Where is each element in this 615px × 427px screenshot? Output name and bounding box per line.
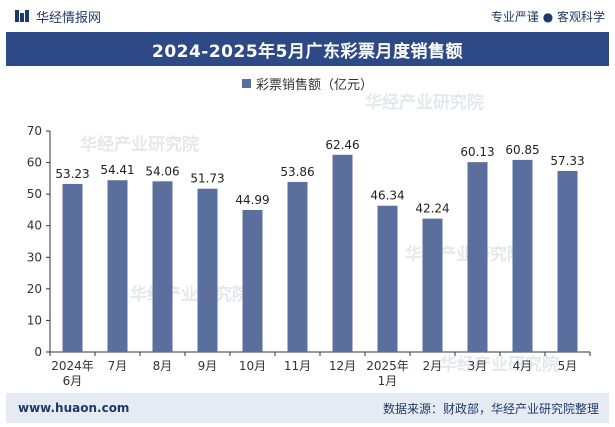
y-tick-label: 60 — [27, 156, 42, 170]
legend-label: 彩票销售额（亿元） — [255, 77, 373, 93]
bar — [512, 159, 533, 352]
x-tick-label: 3月 — [468, 359, 488, 373]
site-url: www.huaon.com — [18, 401, 130, 415]
bar — [467, 162, 488, 352]
bar — [242, 209, 263, 352]
data-label: 42.24 — [415, 202, 449, 216]
y-tick-label: 50 — [27, 187, 42, 201]
x-tick-label: 10月 — [239, 359, 266, 373]
watermark-text: 华经产业研究院 — [130, 284, 249, 305]
watermark-text: 华经产业研究院 — [440, 354, 559, 375]
top-bar: 华经情报网 专业严谨 ● 客观科学 — [0, 0, 615, 32]
y-tick-label: 20 — [27, 282, 42, 296]
data-label: 53.23 — [55, 167, 89, 181]
bar — [422, 218, 443, 352]
x-tick-label: 2024年 6月 — [51, 359, 94, 388]
bar — [197, 188, 218, 352]
data-label: 60.13 — [460, 145, 494, 159]
bar — [377, 205, 398, 352]
slogan: 专业严谨 ● 客观科学 — [490, 9, 605, 24]
data-label: 62.46 — [325, 138, 359, 152]
legend-swatch — [241, 78, 251, 88]
footer: www.huaon.com 数据来源：财政部，华经产业研究院整理 — [6, 393, 609, 423]
x-tick-label: 8月 — [153, 359, 173, 373]
watermark-text: 华经产业研究院 — [365, 92, 484, 113]
y-tick-label: 70 — [27, 124, 42, 138]
legend: 彩票销售额（亿元） — [0, 72, 615, 94]
bar — [287, 181, 308, 352]
data-label: 51.73 — [190, 172, 224, 186]
data-label: 57.33 — [550, 154, 584, 168]
x-tick-label: 2025年 1月 — [366, 359, 409, 388]
data-source: 数据来源：财政部，华经产业研究院整理 — [382, 401, 599, 416]
bar — [557, 171, 578, 352]
data-label: 54.41 — [100, 163, 134, 177]
brand: 华经情报网 — [14, 7, 101, 26]
x-tick-label: 5月 — [558, 359, 578, 373]
bar — [107, 180, 128, 352]
chart-title: 2024-2025年5月广东彩票月度销售额 — [151, 41, 463, 62]
y-tick-label: 30 — [27, 250, 42, 264]
x-tick-label: 4月 — [513, 359, 533, 373]
brand-name: 华经情报网 — [36, 10, 102, 26]
x-tick-label: 12月 — [329, 359, 356, 373]
data-label: 46.34 — [370, 189, 404, 203]
data-label: 60.85 — [505, 143, 539, 157]
y-tick-label: 10 — [27, 313, 42, 327]
data-label: 44.99 — [235, 193, 269, 207]
title-bar: 2024-2025年5月广东彩票月度销售额 — [6, 32, 609, 66]
data-label: 54.06 — [145, 164, 179, 178]
watermark-text: 华经产业研究院 — [80, 134, 199, 155]
y-tick-label: 40 — [27, 219, 42, 233]
x-tick-label: 7月 — [108, 359, 128, 373]
brand-logo-icon — [15, 10, 29, 22]
data-label: 53.86 — [280, 165, 314, 179]
x-tick-label: 2月 — [423, 359, 443, 373]
bar — [62, 183, 83, 352]
bar — [152, 181, 173, 352]
y-tick-label: 0 — [34, 345, 42, 359]
x-tick-label: 9月 — [198, 359, 218, 373]
x-tick-label: 11月 — [284, 359, 311, 373]
bar — [332, 154, 353, 352]
